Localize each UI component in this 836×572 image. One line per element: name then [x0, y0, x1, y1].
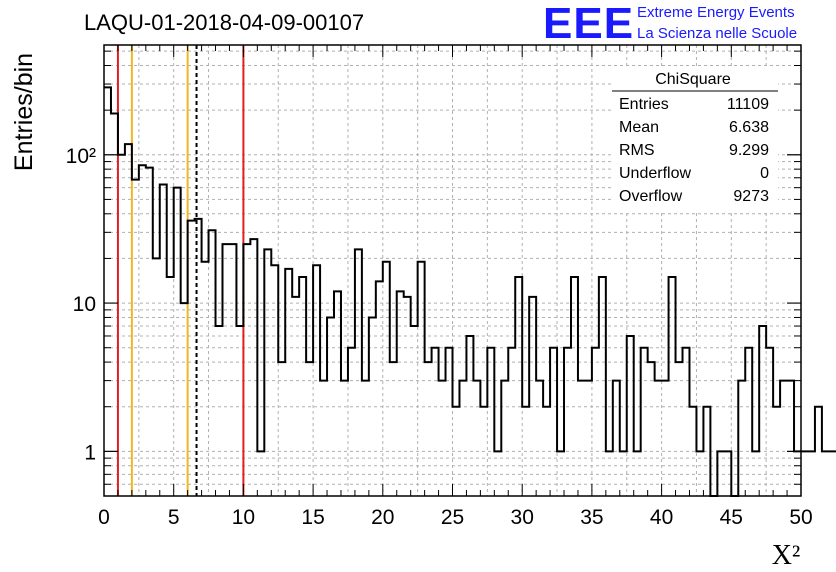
- x-tick-label: 30: [511, 506, 534, 529]
- histogram-series: [104, 86, 836, 497]
- chart-title: LAQU-01-2018-04-09-00107: [84, 10, 365, 35]
- stats-value: 11109: [727, 96, 769, 113]
- axes: 0 5 10 15 20 25 30 35 40 45 50 1 10 10²: [66, 44, 813, 529]
- eee-logo: EEE: [543, 0, 635, 48]
- stats-label: Underflow: [619, 165, 691, 182]
- stats-label: RMS: [619, 142, 655, 159]
- stats-value: 9.299: [729, 142, 769, 159]
- y-axis-label: Entries/bin: [10, 53, 38, 171]
- x-tick-label: 50: [789, 506, 812, 529]
- y-tick-label: 1: [84, 441, 96, 464]
- x-tick-label: 35: [580, 506, 603, 529]
- x-tick-label: 20: [371, 506, 394, 529]
- histogram-step-line: [104, 86, 836, 497]
- x-tick-label: 5: [168, 506, 180, 529]
- stats-label: Overflow: [619, 188, 683, 205]
- stats-value: 9273: [733, 188, 769, 205]
- x-tick-label: 45: [720, 506, 743, 529]
- x-tick-label: 25: [441, 506, 464, 529]
- stats-value: 6.638: [729, 119, 769, 136]
- x-axis-label: X²: [772, 540, 801, 571]
- stats-value: 0: [760, 165, 769, 182]
- x-tick-label: 10: [232, 506, 255, 529]
- stats-label: Entries: [619, 96, 669, 113]
- brand-subtitle-1: Extreme Energy Events: [637, 4, 795, 21]
- stats-background: [612, 68, 778, 210]
- stats-box: ChiSquare Entries 11109 Mean 6.638 RMS 9.299 Un…: [612, 68, 778, 210]
- brand-subtitle-2: La Scienza nelle Scuole: [637, 25, 798, 42]
- x-tick-label: 0: [98, 506, 110, 529]
- stats-header: ChiSquare: [655, 71, 731, 88]
- stats-label: Mean: [619, 119, 659, 136]
- y-tick-label: 10²: [66, 145, 96, 168]
- x-tick-label: 40: [650, 506, 673, 529]
- y-tick-label: 10: [73, 293, 96, 316]
- x-tick-label: 15: [301, 506, 324, 529]
